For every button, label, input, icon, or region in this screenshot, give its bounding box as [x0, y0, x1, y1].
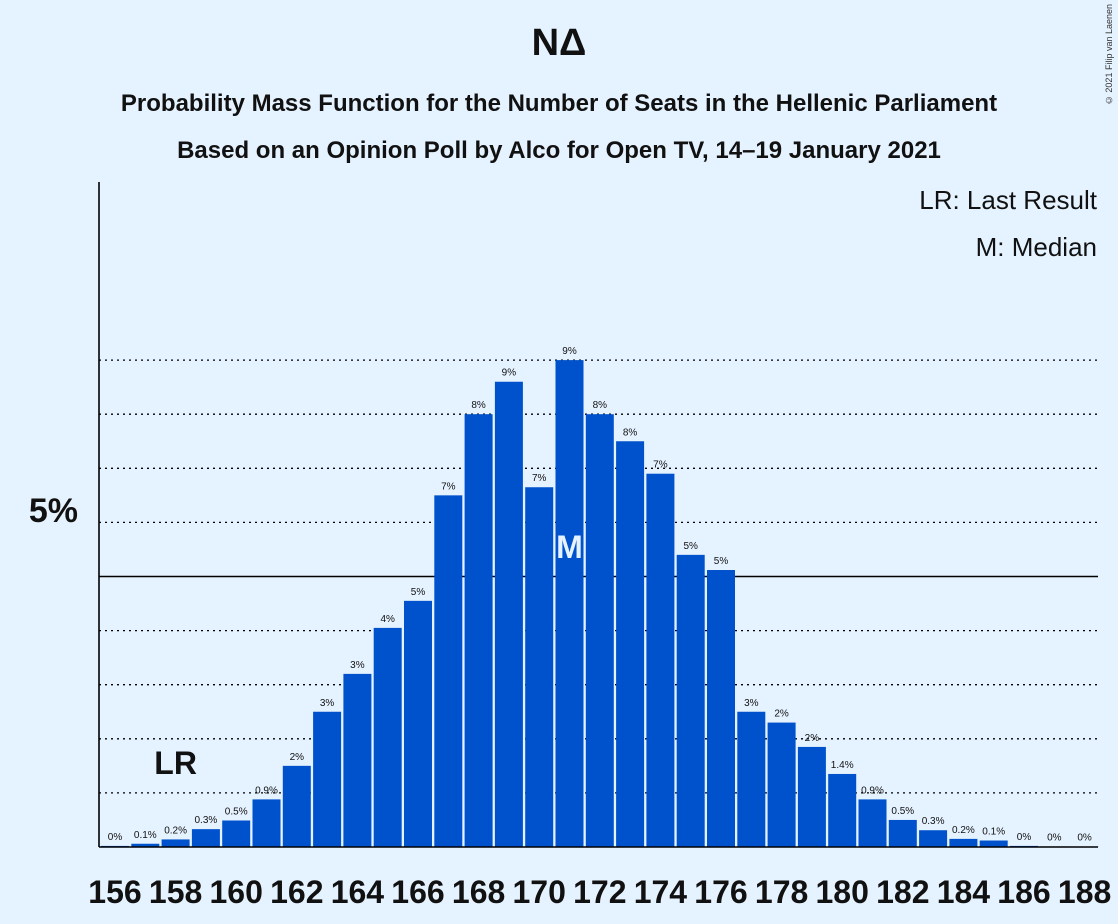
bar-173	[616, 441, 645, 847]
bar-label-176: 5%	[714, 556, 729, 567]
bar-label-161: 0.9%	[255, 785, 278, 796]
bar-label-157: 0.1%	[134, 830, 157, 841]
bar-label-182: 0.5%	[891, 806, 914, 817]
x-tick-188: 188	[1058, 874, 1111, 910]
y-tick-label: 5%	[29, 492, 78, 530]
bar-159	[191, 829, 220, 847]
bar-176	[707, 570, 735, 847]
bar-label-181: 0.9%	[861, 785, 884, 796]
bar-label-184: 0.2%	[952, 825, 975, 836]
bar-label-180: 1.4%	[831, 760, 854, 771]
bar-184	[949, 838, 978, 847]
legend-median: M: Median	[976, 232, 1097, 262]
x-tick-170: 170	[513, 874, 566, 910]
x-tick-174: 174	[634, 874, 688, 910]
last-result-marker: LR	[154, 745, 197, 781]
x-tick-176: 176	[694, 874, 747, 910]
chart-subtitle-source: Based on an Opinion Poll by Alco for Ope…	[177, 137, 941, 164]
x-tick-162: 162	[270, 874, 323, 910]
chart-subtitle: Probability Mass Function for the Number…	[120, 90, 998, 117]
bar-162	[282, 765, 311, 847]
bar-label-158: 0.2%	[164, 825, 187, 836]
legend-last-result: LR: Last Result	[919, 185, 1098, 215]
x-tick-168: 168	[452, 874, 505, 910]
x-tick-182: 182	[876, 874, 929, 910]
bar-178	[767, 722, 796, 847]
bar-label-172: 8%	[593, 400, 608, 411]
bar-label-183: 0.3%	[922, 816, 945, 827]
bar-label-175: 5%	[683, 541, 698, 552]
x-tick-166: 166	[391, 874, 444, 910]
bar-label-177: 3%	[744, 698, 759, 709]
bar-179	[797, 746, 826, 847]
x-tick-156: 156	[88, 874, 141, 910]
bar-label-162: 2%	[290, 752, 305, 763]
bar-165	[373, 627, 402, 847]
bars	[101, 360, 1099, 847]
bar-label-173: 8%	[623, 427, 638, 438]
bar-163	[313, 711, 342, 847]
bar-180	[828, 773, 857, 847]
bar-label-168: 8%	[471, 400, 486, 411]
bar-label-170: 7%	[532, 473, 547, 484]
x-tick-164: 164	[331, 874, 385, 910]
bar-label-178: 2%	[774, 709, 789, 720]
x-tick-178: 178	[755, 874, 808, 910]
x-tick-186: 186	[997, 874, 1050, 910]
bar-157	[131, 843, 160, 847]
bar-181	[858, 799, 887, 847]
bar-164	[343, 673, 372, 847]
x-tick-labels: 156 158 160 162 164 166 168 170 172 174 176 178 180 1…	[88, 874, 1111, 910]
chart-title: ΝΔ	[531, 22, 587, 64]
bar-label-169: 9%	[502, 368, 517, 379]
bar-185	[979, 840, 1008, 847]
bar-182	[888, 819, 917, 847]
bar-label-164: 3%	[350, 660, 365, 671]
x-tick-158: 158	[149, 874, 202, 910]
bar-label-188: 0%	[1077, 833, 1092, 844]
bar-label-165: 4%	[380, 614, 395, 625]
bar-168	[464, 414, 493, 847]
bar-161	[252, 799, 281, 847]
bar-183	[919, 830, 948, 847]
bar-label-186: 0%	[1017, 832, 1032, 843]
bar-171	[555, 360, 584, 847]
bar-label-160: 0.5%	[225, 806, 248, 817]
x-tick-180: 180	[816, 874, 869, 910]
bar-169	[494, 381, 523, 847]
bar-175	[676, 554, 705, 847]
bar-177	[737, 711, 766, 847]
bar-label-156: 0%	[108, 832, 123, 843]
bar-167	[434, 495, 463, 847]
bar-174	[646, 473, 675, 847]
bar-label-159: 0.3%	[195, 815, 218, 826]
bar-172	[585, 414, 614, 847]
median-marker: M	[556, 529, 583, 565]
bar-label-163: 3%	[320, 698, 335, 709]
bar-labels: 0% 0.1% 0.2% 0.3% 0.5% 0.9% 2% 3% 3% 4% 5% 7% 8% 9% 7%…	[108, 346, 1092, 844]
bar-label-187: 0%	[1047, 832, 1062, 843]
bar-label-179: 2%	[805, 733, 820, 744]
bar-label-185: 0.1%	[982, 827, 1005, 838]
bar-160	[222, 820, 251, 847]
bar-label-166: 5%	[411, 587, 426, 598]
x-tick-172: 172	[573, 874, 626, 910]
bar-158	[161, 839, 190, 847]
x-tick-184: 184	[937, 874, 991, 910]
bar-label-171: 9%	[562, 346, 577, 357]
bar-label-174: 7%	[653, 460, 668, 471]
axes	[98, 182, 1098, 848]
bar-170	[525, 487, 554, 847]
x-tick-160: 160	[210, 874, 263, 910]
bar-label-167: 7%	[441, 481, 456, 492]
bar-166	[404, 600, 432, 847]
